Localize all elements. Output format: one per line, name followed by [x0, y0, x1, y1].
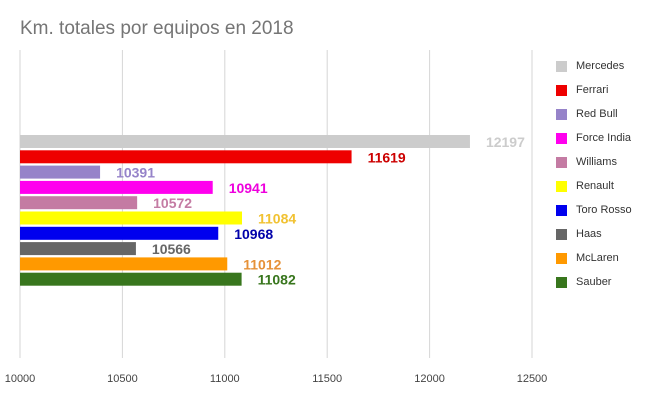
legend-swatch	[556, 109, 567, 120]
legend: Mercedes Ferrari Red Bull Force India Willia…	[556, 54, 648, 294]
data-label-sauber: 11082	[258, 272, 296, 288]
legend-swatch	[556, 253, 567, 264]
data-label-haas: 10566	[152, 241, 191, 257]
bar-williams	[20, 196, 137, 209]
bar-force-india	[20, 181, 213, 194]
data-label-ferrari: 11619	[368, 149, 406, 165]
legend-item-ferrari: Ferrari	[556, 78, 648, 102]
legend-item-red-bull: Red Bull	[556, 102, 648, 126]
bar-renault	[20, 212, 242, 225]
data-label-mclaren: 11012	[243, 256, 281, 272]
legend-label: Sauber	[576, 276, 611, 288]
x-tick-label: 11000	[210, 373, 240, 385]
legend-item-toro-rosso: Toro Rosso	[556, 198, 648, 222]
legend-label: Force India	[576, 132, 631, 144]
legend-item-williams: Williams	[556, 150, 648, 174]
bar-sauber	[20, 273, 242, 286]
legend-swatch	[556, 229, 567, 240]
legend-label: Mercedes	[576, 60, 624, 72]
legend-label: Toro Rosso	[576, 204, 632, 216]
data-label-williams: 10572	[153, 195, 192, 211]
legend-item-haas: Haas	[556, 222, 648, 246]
legend-swatch	[556, 181, 567, 192]
legend-item-sauber: Sauber	[556, 270, 648, 294]
data-label-red-bull: 10391	[116, 165, 155, 181]
x-tick-label: 10500	[107, 373, 138, 385]
legend-swatch	[556, 61, 567, 72]
legend-swatch	[556, 157, 567, 168]
x-tick-label: 12000	[414, 373, 445, 385]
legend-item-renault: Renault	[556, 174, 648, 198]
legend-item-mercedes: Mercedes	[556, 54, 648, 78]
bar-mclaren	[20, 257, 227, 270]
data-label-mercedes: 12197	[486, 134, 525, 150]
legend-swatch	[556, 205, 567, 216]
bar-toro-rosso	[20, 227, 218, 240]
legend-swatch	[556, 133, 567, 144]
bar-haas	[20, 242, 136, 255]
x-axis-tick-labels: 10000 10500 11000 11500 12000 12500	[5, 373, 548, 385]
legend-label: Haas	[576, 228, 602, 240]
x-tick-label: 12500	[517, 373, 548, 385]
data-label-force-india: 10941	[229, 180, 268, 196]
bar-ferrari	[20, 150, 352, 163]
legend-item-mclaren: McLaren	[556, 246, 648, 270]
legend-swatch	[556, 85, 567, 96]
legend-label: Williams	[576, 156, 617, 168]
legend-label: Red Bull	[576, 108, 618, 120]
legend-swatch	[556, 277, 567, 288]
x-tick-label: 10000	[5, 373, 36, 385]
x-tick-label: 11500	[312, 373, 342, 385]
data-label-renault: 11084	[258, 211, 296, 227]
bar-red-bull	[20, 166, 100, 179]
data-label-toro-rosso: 10968	[234, 226, 273, 242]
legend-label: Renault	[576, 180, 614, 192]
legend-item-force-india: Force India	[556, 126, 648, 150]
legend-label: McLaren	[576, 252, 619, 264]
bar-mercedes	[20, 135, 470, 148]
legend-label: Ferrari	[576, 84, 608, 96]
